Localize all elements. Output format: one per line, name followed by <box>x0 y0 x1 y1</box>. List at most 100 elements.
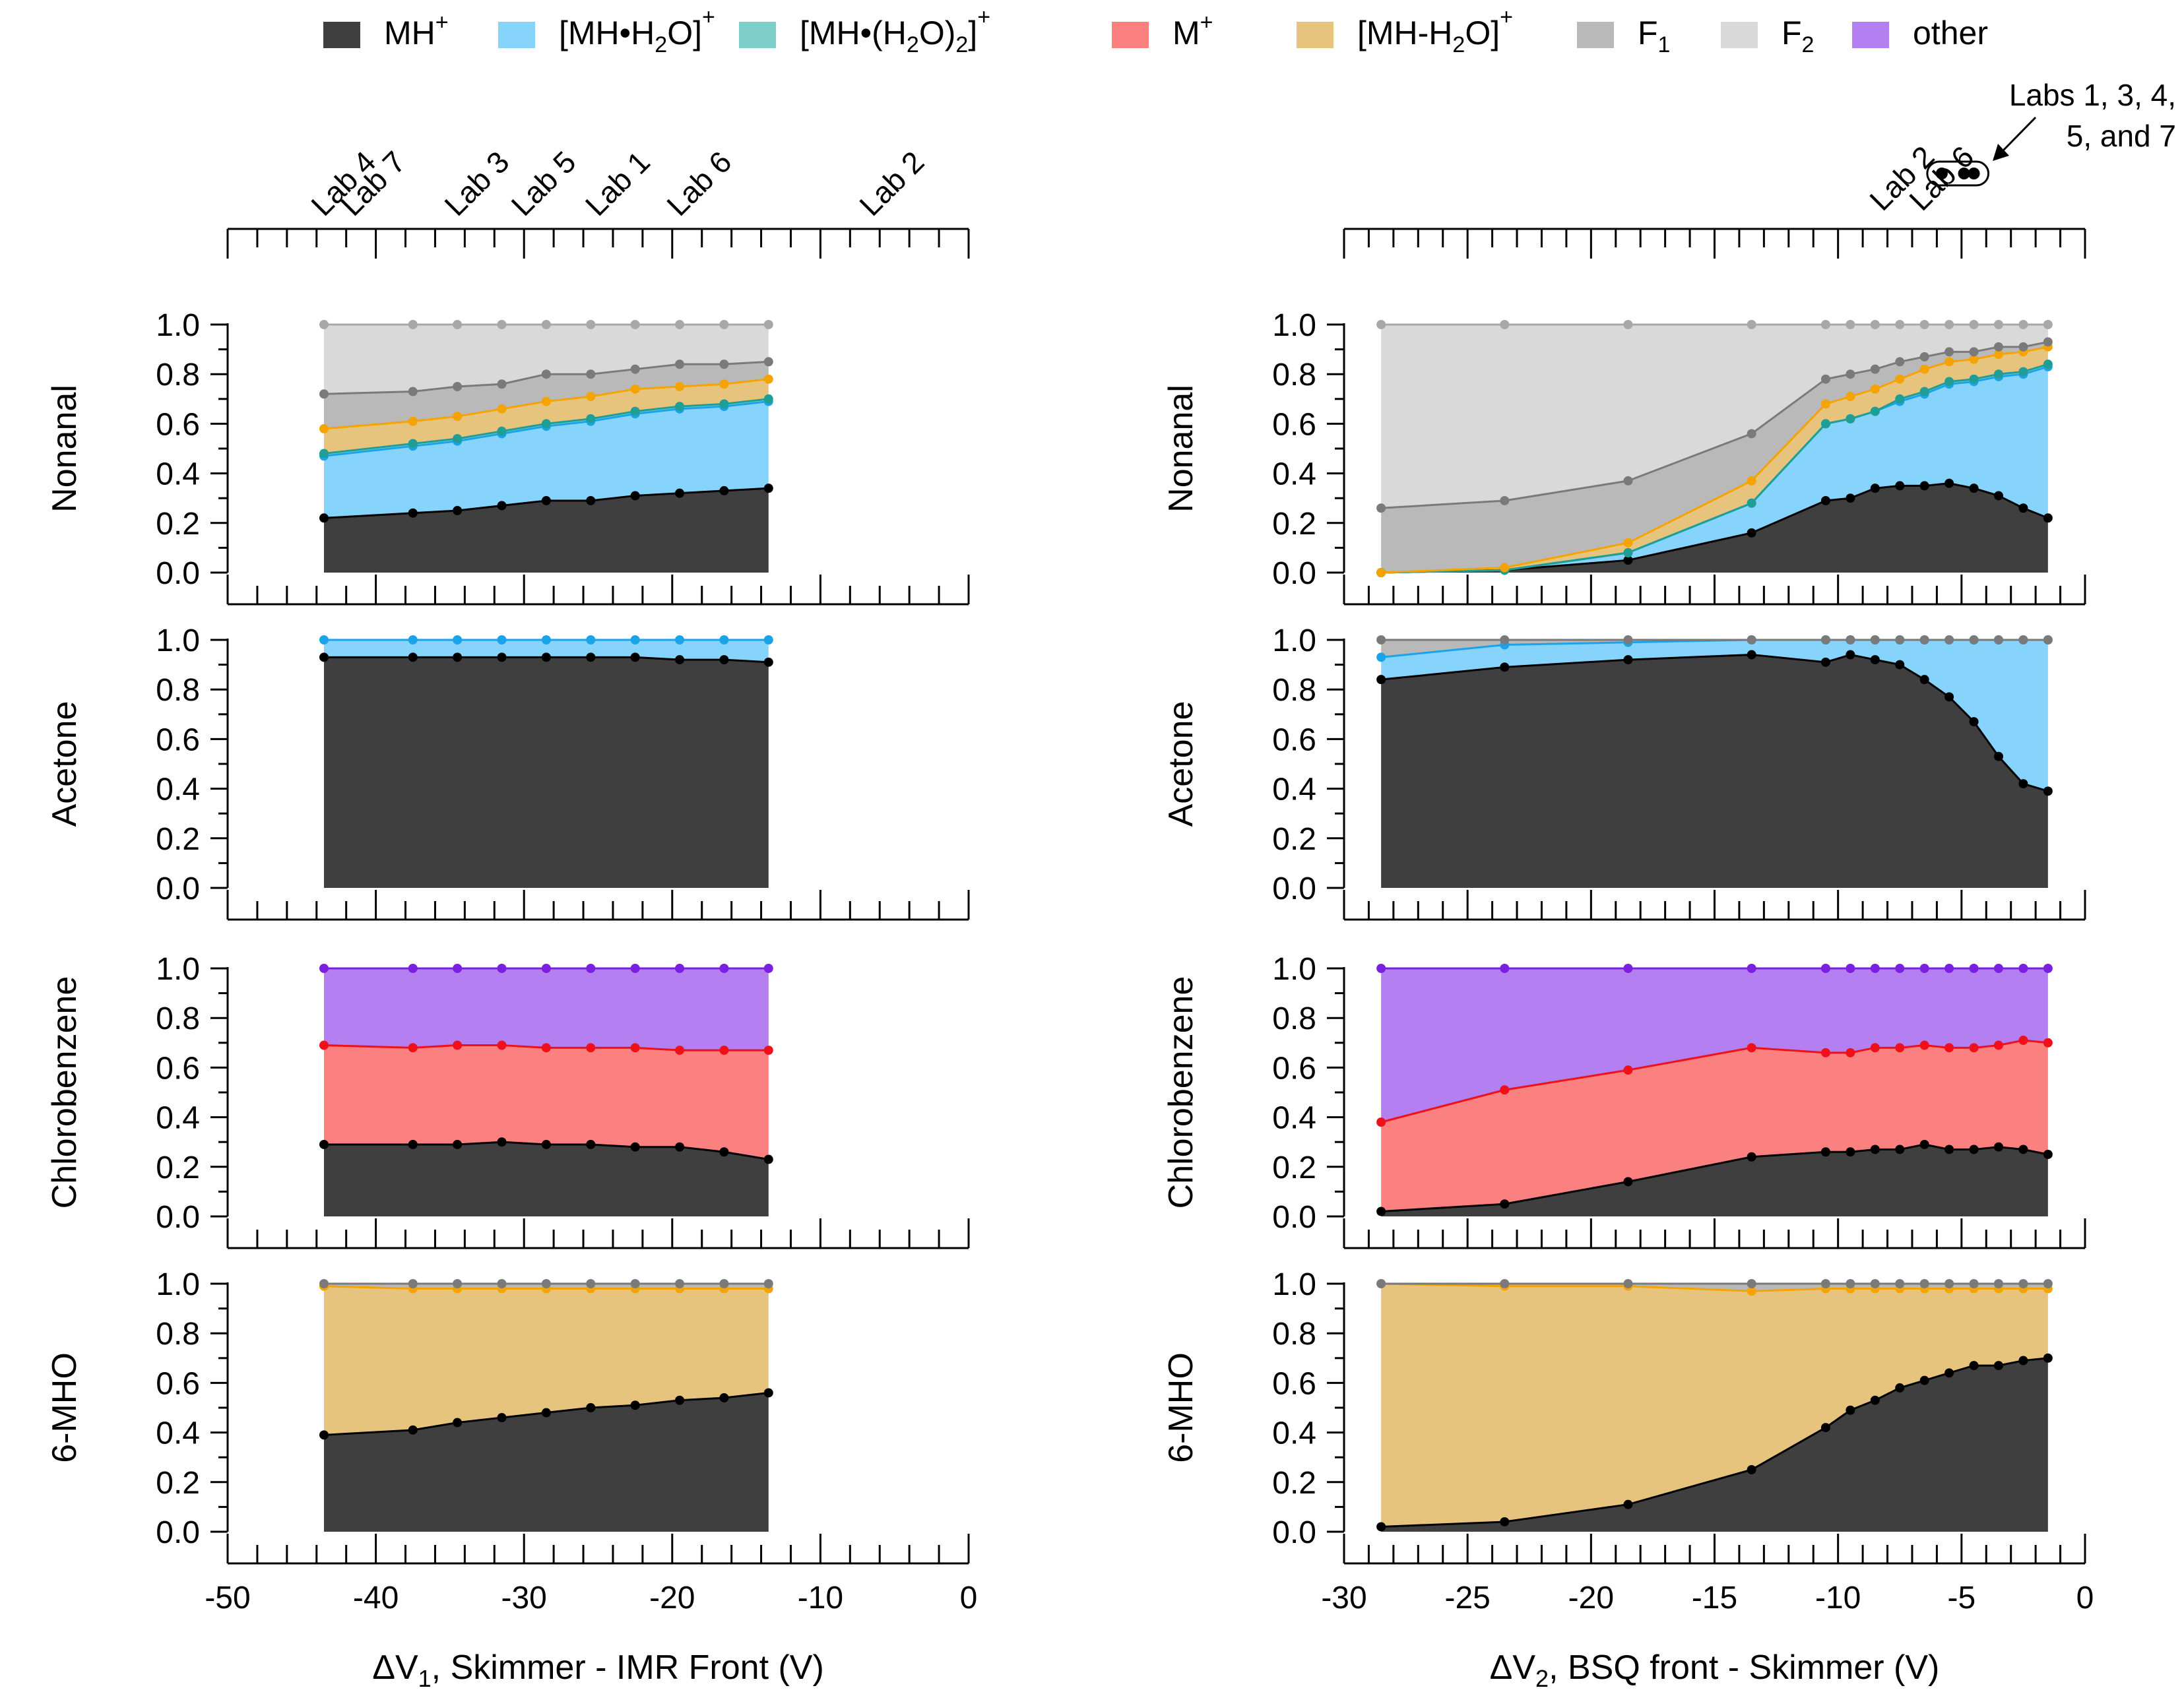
y-tick-label: 0.8 <box>156 1001 200 1036</box>
line-MHmH2O <box>323 1285 769 1290</box>
point-MH <box>1623 655 1633 665</box>
lab-dot <box>1958 168 1970 179</box>
point-MH <box>408 652 418 662</box>
point-MH <box>630 491 640 501</box>
point-F1 <box>1870 364 1880 374</box>
point-F2 <box>1747 320 1756 329</box>
point-H2O2 <box>1623 548 1633 557</box>
area-H2O1 <box>1381 640 2048 792</box>
point-F2 <box>2043 320 2053 329</box>
legend-text: O] <box>667 15 702 51</box>
panel-right-acetone: 0.0 0.2 0.4 0.6 0.8 1.0 Acetone <box>1162 623 2086 921</box>
point-F1 <box>586 1279 596 1288</box>
y-tick-label: 0.8 <box>156 358 200 392</box>
point-MHmH2O <box>1846 392 1855 402</box>
annotation-line-1: Labs 1, 3, 4, <box>2009 78 2176 112</box>
y-tick-label: 0.6 <box>1272 407 1316 442</box>
y-tick-label: 0.8 <box>1272 358 1316 392</box>
point-MH <box>719 486 729 495</box>
point-MH <box>1846 493 1855 503</box>
y-tick-label: 0.4 <box>1272 772 1316 807</box>
point-MH <box>586 652 596 662</box>
point-MH <box>1895 1383 1905 1393</box>
right-x-tick-label: -25 <box>1444 1581 1490 1616</box>
legend-swatch-MH <box>323 22 360 48</box>
lab-label-lab-6: Lab 6 <box>660 144 738 222</box>
area-F1 <box>323 361 769 429</box>
point-MH <box>319 652 329 662</box>
point-MH <box>586 1403 596 1412</box>
point-H2O1 <box>497 635 507 644</box>
point-H2O2 <box>1969 374 1979 384</box>
point-MH <box>1820 1147 1830 1157</box>
point-M <box>2018 1036 2028 1046</box>
point-MH <box>1993 1361 2003 1371</box>
x-label-rest: , Skimmer - IMR Front (V) <box>432 1648 824 1687</box>
point-F1 <box>719 360 729 369</box>
point-H2O1 <box>1376 652 1386 662</box>
point-other <box>1820 964 1830 973</box>
y-tick-label: 1.0 <box>156 623 200 658</box>
point-MHmH2O <box>1969 354 1979 364</box>
point-F1 <box>1993 1279 2003 1288</box>
point-H2O2 <box>541 419 551 429</box>
point-MH <box>541 652 551 662</box>
y-tick-label: 0.0 <box>1272 1200 1316 1235</box>
line-MH <box>1381 654 2049 792</box>
point-MH <box>1969 1361 1979 1371</box>
area-MHmH2O <box>1381 346 2048 573</box>
lab-label-lab-1: Lab 1 <box>579 144 657 222</box>
area-MH <box>1381 1144 2048 1216</box>
point-MH <box>453 1418 463 1427</box>
y-tick-label: 0.4 <box>156 1101 200 1136</box>
point-MH <box>319 1430 329 1440</box>
point-F2 <box>541 320 551 329</box>
point-MH <box>1846 1405 1855 1415</box>
legend-sub: 2 <box>907 32 919 57</box>
point-MH <box>497 1137 507 1147</box>
y-axis-label: 6-MHO <box>46 1352 84 1463</box>
y-tick-label: 0.2 <box>156 1150 200 1185</box>
legend-text: MH <box>384 15 435 51</box>
area-MHmH2O <box>323 1286 769 1435</box>
point-MH <box>1376 1207 1386 1216</box>
point-F1 <box>719 1279 729 1288</box>
point-MH <box>763 1388 773 1398</box>
point-M <box>497 1040 507 1050</box>
panel-right-6-mho: 0.0 0.2 0.4 0.6 0.8 1.0 6-MHO <box>1162 1267 2086 1565</box>
point-MH <box>1870 1395 1880 1405</box>
area-F2 <box>323 325 769 394</box>
point-F1 <box>1747 429 1756 439</box>
point-other <box>1500 964 1510 973</box>
point-other <box>2043 964 2053 973</box>
point-MHmH2O <box>675 382 685 391</box>
line-MH <box>323 1391 769 1436</box>
point-F1 <box>2018 1279 2028 1288</box>
point-other <box>2018 964 2028 973</box>
point-MH <box>586 1139 596 1149</box>
area-MH <box>323 1142 769 1216</box>
line-MH <box>323 1141 769 1160</box>
legend-swatch-MHmH2O <box>1297 22 1333 48</box>
point-F1 <box>408 387 418 396</box>
point-MH <box>675 1395 685 1405</box>
point-H2O2 <box>1993 369 2003 379</box>
legend-sub: 1 <box>1658 32 1671 57</box>
point-H2O2 <box>497 426 507 436</box>
point-F2 <box>453 320 463 329</box>
legend-sub: 2 <box>1452 32 1465 57</box>
point-MH <box>1944 478 1954 488</box>
panel-left-nonanal: 0.0 0.2 0.4 0.6 0.8 1.0 Nonanal <box>46 308 970 606</box>
y-tick-label: 0.6 <box>156 1366 200 1401</box>
point-MH <box>408 1425 418 1435</box>
line-MH <box>323 487 769 519</box>
legend-label-other: other <box>1913 15 1988 51</box>
point-MH <box>453 652 463 662</box>
point-MH <box>1919 1139 1929 1149</box>
right-x-tick-label: -30 <box>1321 1581 1366 1616</box>
point-MH <box>1820 657 1830 667</box>
point-F1 <box>630 1279 640 1288</box>
area-MH <box>323 1393 769 1532</box>
point-MH <box>1623 555 1633 565</box>
